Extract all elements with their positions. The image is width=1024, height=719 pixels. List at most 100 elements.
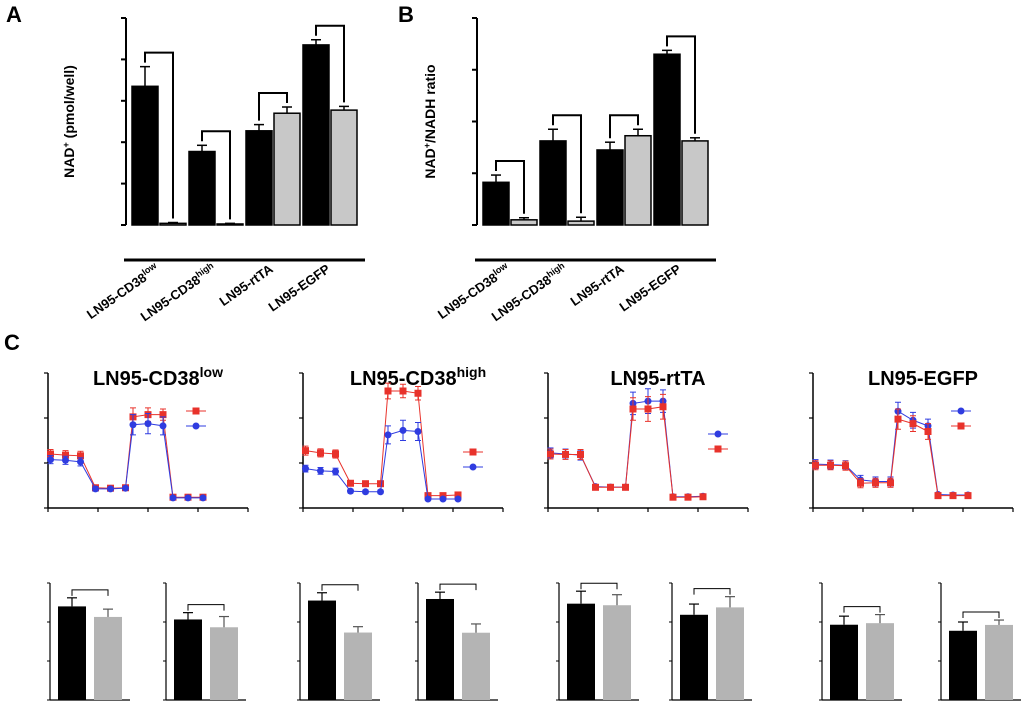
panel-label-a: A xyxy=(6,2,22,27)
bar xyxy=(94,616,122,700)
data-point xyxy=(107,485,114,493)
significance-bracket xyxy=(843,606,881,613)
maximal-ocr-bar-chart xyxy=(669,582,752,701)
chart-content: NAD+ (pmol/well) LN95-CD38low LN95-CD38hig… xyxy=(44,17,1021,701)
legend-marker xyxy=(469,463,477,471)
data-point xyxy=(414,389,422,397)
panel-c4: LN95-EGFP xyxy=(809,368,1021,701)
legend-marker xyxy=(714,430,722,438)
bar xyxy=(681,140,709,226)
data-point xyxy=(857,479,864,487)
bar xyxy=(245,130,273,226)
bar xyxy=(603,605,631,700)
significance-bracket xyxy=(71,589,109,596)
data-point xyxy=(47,450,54,458)
data-point xyxy=(347,479,354,487)
data-point xyxy=(62,451,69,459)
data-point xyxy=(77,458,84,466)
significance-bracket xyxy=(962,611,1000,619)
bar xyxy=(344,632,372,700)
bar xyxy=(426,598,454,700)
bar xyxy=(596,149,624,226)
basal-ocr-bar-chart xyxy=(556,582,639,701)
legend-marker xyxy=(192,422,200,430)
data-point xyxy=(184,494,192,502)
significance-bracket xyxy=(258,92,288,121)
panel-c2: LN95-CD38high xyxy=(297,364,504,701)
bar xyxy=(210,627,238,700)
data-point xyxy=(592,483,599,491)
bar xyxy=(985,624,1013,700)
group-label: LN95-EGFP xyxy=(266,261,333,314)
data-point xyxy=(377,488,384,496)
data-point xyxy=(384,387,392,395)
data-point xyxy=(934,492,942,500)
data-point xyxy=(317,449,324,457)
bar xyxy=(58,606,86,700)
bar xyxy=(716,607,744,700)
bar xyxy=(159,222,187,226)
maximal-ocr-bar-chart xyxy=(415,582,498,701)
basal-ocr-bar-chart xyxy=(819,582,902,701)
significance-bracket xyxy=(552,114,582,214)
bar xyxy=(510,219,538,226)
significance-bracket xyxy=(321,584,359,591)
data-point xyxy=(842,462,849,470)
data-point xyxy=(122,484,129,492)
data-point xyxy=(644,405,652,413)
group-label: LN95-EGFP xyxy=(617,261,684,314)
panel-label-b: B xyxy=(398,2,414,27)
data-point xyxy=(159,422,167,430)
bar xyxy=(567,603,595,700)
data-point xyxy=(77,452,84,460)
panel-c3: LN95-rtTA xyxy=(544,368,752,701)
data-point xyxy=(129,421,137,429)
significance-bracket xyxy=(609,114,639,139)
data-point xyxy=(894,415,902,423)
bar xyxy=(539,140,567,226)
bar xyxy=(949,630,977,700)
bar xyxy=(188,150,216,226)
panel-c1: LN95-CD38low xyxy=(44,364,249,701)
data-point xyxy=(47,456,54,464)
data-point xyxy=(629,405,637,413)
panel-b: NAD+/NADH ratioLN95-CD38lowLN95-CD38high… xyxy=(422,17,716,324)
data-point xyxy=(159,411,167,419)
significance-bracket xyxy=(495,160,525,214)
data-point xyxy=(347,487,354,495)
data-point xyxy=(699,493,707,501)
data-point xyxy=(924,428,932,435)
bar xyxy=(216,223,244,226)
data-point xyxy=(62,456,69,464)
legend-marker xyxy=(957,422,965,430)
data-point xyxy=(414,428,422,435)
legend-marker xyxy=(192,407,200,415)
bar xyxy=(174,619,202,700)
data-point xyxy=(684,493,692,501)
data-point xyxy=(377,480,384,488)
data-point xyxy=(949,492,957,500)
chart-title: LN95-CD38high xyxy=(350,364,486,390)
data-point xyxy=(384,431,392,439)
bar xyxy=(680,614,708,700)
data-point xyxy=(332,450,339,458)
significance-bracket xyxy=(439,583,477,591)
bar xyxy=(308,600,336,700)
data-point xyxy=(302,465,309,473)
data-point xyxy=(909,420,917,428)
data-point xyxy=(454,495,462,503)
data-point xyxy=(302,447,309,455)
data-point xyxy=(144,420,152,428)
bar xyxy=(330,109,358,226)
bar xyxy=(624,134,652,226)
data-point xyxy=(577,450,584,458)
significance-bracket xyxy=(144,51,174,219)
panel-label-c: C xyxy=(4,330,20,355)
bar xyxy=(302,44,330,226)
bar xyxy=(482,181,510,226)
maximal-ocr-bar-chart xyxy=(938,582,1021,701)
data-point xyxy=(399,387,407,395)
significance-bracket xyxy=(187,604,225,611)
data-point xyxy=(424,495,432,503)
